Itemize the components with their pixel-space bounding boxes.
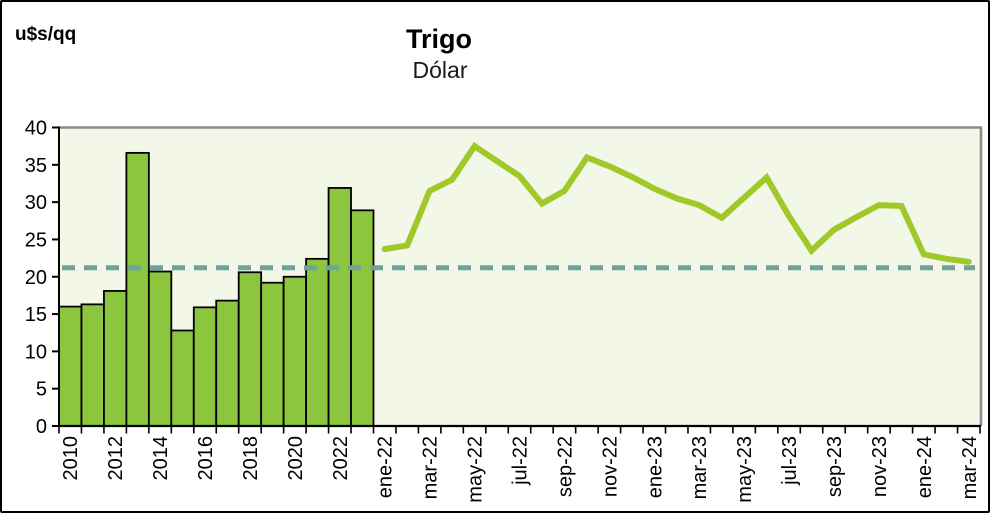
y-tick-label: 20	[25, 267, 47, 289]
bar-2016	[192, 306, 218, 427]
x-tick-label: ene-24	[914, 436, 936, 498]
y-tick-label: 10	[25, 341, 47, 363]
bar-2018	[237, 271, 263, 427]
x-tick-label: 2012	[105, 436, 127, 481]
bar-2021	[305, 257, 330, 427]
x-tick-label: mar-23	[689, 436, 711, 499]
x-tick-label: jul-23	[779, 436, 801, 486]
x-tick-label: nov-22	[599, 436, 621, 497]
bar-2013	[125, 151, 150, 427]
x-tick-label: 2018	[240, 436, 262, 481]
bar-2010	[58, 305, 83, 427]
bar-2011	[80, 303, 105, 427]
x-tick-label: sep-23	[824, 436, 846, 497]
bar-2014	[147, 270, 173, 427]
x-tick-label: ene-22	[375, 436, 397, 498]
y-tick-label: 0	[36, 416, 47, 438]
x-tick-label: may-22	[465, 436, 487, 503]
x-tick-label: may-23	[734, 436, 756, 503]
x-tick-label: 2022	[330, 436, 352, 481]
x-tick-label: ene-23	[644, 436, 666, 498]
bar-2015	[170, 329, 195, 427]
x-tick-label: 2014	[150, 436, 172, 481]
y-tick-label: 15	[25, 304, 47, 326]
y-tick-label: 5	[36, 379, 47, 401]
x-tick-label: 2010	[60, 436, 82, 481]
bar-2019	[260, 281, 285, 427]
bar-2017	[215, 299, 240, 427]
bar-2022	[327, 187, 352, 427]
chart-subtitle: Dólar	[412, 57, 468, 83]
price-line	[381, 142, 972, 265]
x-tick-label: 2020	[285, 436, 307, 481]
x-tick-label: mar-24	[959, 436, 981, 499]
x-tick-label: 2016	[195, 436, 217, 481]
x-tick-label: nov-23	[869, 436, 891, 497]
x-tick-label: jul-22	[510, 436, 532, 486]
y-axis-unit-label: u$s/qq	[15, 24, 77, 45]
x-tick-label: sep-22	[554, 436, 576, 497]
y-tick-label: 40	[25, 118, 47, 140]
y-tick-label: 25	[25, 229, 47, 251]
bar-2023	[350, 209, 375, 427]
y-tick-label: 30	[25, 192, 47, 214]
bar-2020	[282, 275, 307, 427]
y-tick-label: 35	[25, 155, 47, 177]
bar-2012	[103, 290, 128, 427]
x-tick-label: mar-22	[420, 436, 442, 499]
chart-title: Trigo	[406, 24, 472, 54]
